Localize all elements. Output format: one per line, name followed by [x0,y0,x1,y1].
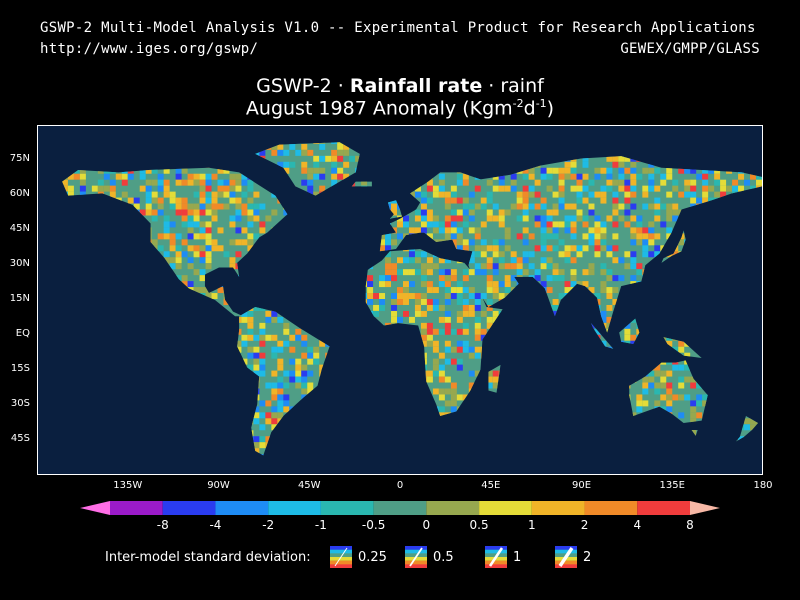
std-deviation-label: Inter-model standard deviation: [105,550,311,565]
lon-tick-label: 135W [113,480,143,491]
colorbar-segment [426,501,480,515]
colorbar-tick-label: 0 [422,518,431,532]
colorbar-tick-label: -4 [209,518,222,532]
std-deviation-item: 0.5 [405,546,454,568]
colorbar-low-arrow [80,501,110,515]
lon-tick-label: 135E [659,480,685,491]
product-organization: GEWEX/GMPP/GLASS [620,41,760,57]
colorbar-segment [373,501,427,515]
anomaly-map-canvas [62,142,762,456]
lon-tick-label: 90W [207,480,230,491]
rainbow-contour-icon [555,546,577,568]
lat-tick-label: EQ [15,328,30,339]
colorbar-segment [479,501,532,515]
colorbar-tick-label: 8 [686,518,694,532]
std-deviation-item: 2 [555,546,591,568]
colorbar-tick-label: -1 [314,518,327,532]
colorbar-high-arrow [690,501,720,515]
landmass-eurasia [379,156,762,333]
lat-tick-label: 15S [10,363,30,374]
map-subtitle: August 1987 Anomaly (Kgm-2d-1) [0,97,800,119]
colorbar-segment [110,501,163,515]
colorbar [80,501,720,515]
lon-tick-label: 90E [571,480,592,491]
lat-tick-label: 30N [9,258,30,269]
rainbow-contour-icon [405,546,427,568]
std-deviation-item: 0.25 [330,546,387,568]
title-prefix: GSWP-2 · [256,75,350,97]
title-variable: Rainfall rate [349,75,483,97]
colorbar-tick-label: -8 [156,518,169,532]
lat-tick-label: 75N [9,153,30,164]
product-url[interactable]: http://www.iges.org/gswp/ [40,41,259,57]
rainbow-contour-icon [485,546,507,568]
subtitle-exponent-2: -1 [535,97,547,110]
map-title: GSWP-2 · Rainfall rate · rainf [0,75,800,97]
lat-tick-label: 60N [9,188,30,199]
lat-tick-label: 15N [9,293,30,304]
colorbar-tick-label: 2 [580,518,589,532]
subtitle-end: ) [546,97,555,120]
rainbow-contour-icon [330,546,352,568]
colorbar-segment [320,501,374,515]
colorbar-tick-label: 0.5 [469,518,489,532]
std-deviation-item: 1 [485,546,521,568]
lat-tick-label: 30S [10,398,30,409]
colorbar-segment [215,501,269,515]
colorbar-segment [637,501,690,515]
subtitle-mid: d [523,97,536,120]
std-deviation-value: 0.5 [433,549,454,565]
lon-tick-label: 45E [481,480,501,491]
subtitle-main: August 1987 Anomaly (Kgm [245,97,513,120]
colorbar-segment [162,501,216,515]
lon-tick-label: 0 [396,480,404,491]
colorbar-tick-label: 4 [633,518,642,532]
lat-tick-label: 45S [10,433,30,444]
product-header: GSWP-2 Multi-Model Analysis V1.0 -- Expe… [40,20,756,36]
subtitle-exponent-1: -2 [512,97,524,110]
colorbar-tick-label: 1 [527,518,536,532]
std-deviation-value: 2 [583,549,592,565]
lon-tick-label: 45W [297,480,321,491]
lat-tick-label: 45N [9,223,30,234]
colorbar-segment [268,501,321,515]
lon-tick-label: 180 [753,480,773,491]
anomaly-map [37,125,763,475]
title-suffix: · rainf [482,75,544,97]
std-deviation-value: 1 [513,549,522,565]
std-deviation-value: 0.25 [358,549,387,565]
colorbar-segment [584,501,638,515]
colorbar-segment [531,501,585,515]
colorbar-tick-label: -0.5 [361,518,386,532]
colorbar-tick-label: -2 [262,518,275,532]
